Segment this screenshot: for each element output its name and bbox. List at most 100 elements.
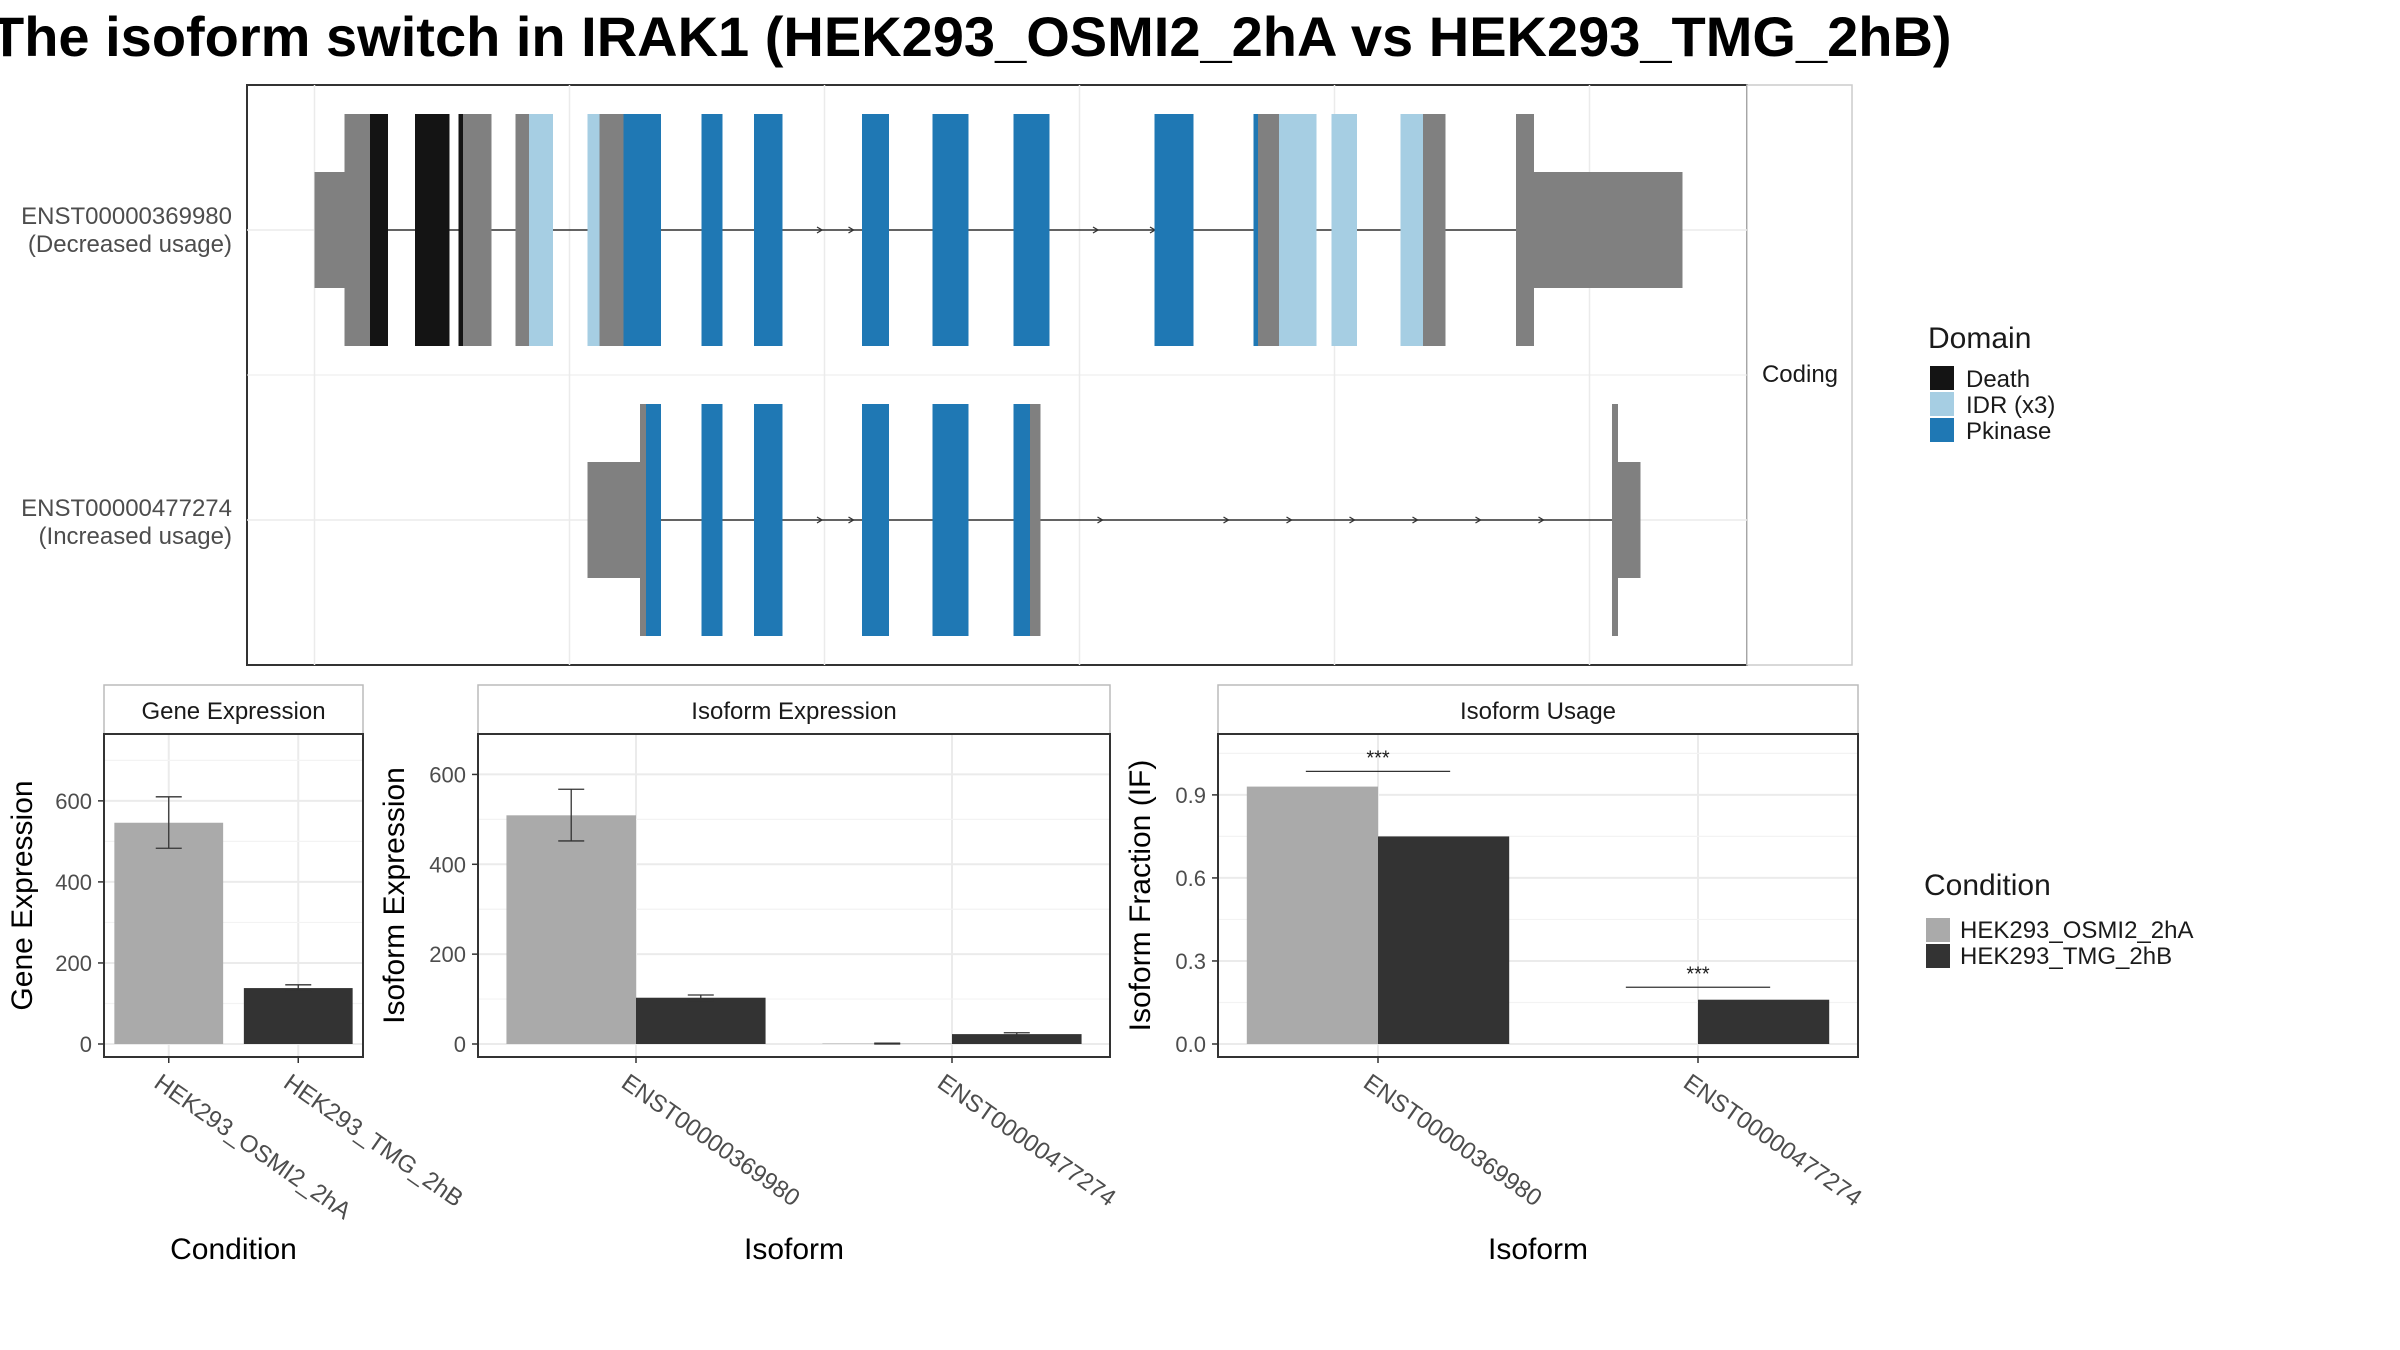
exon-other xyxy=(640,404,646,636)
bar-panel-1: Isoform Expression 0 200 400 600 ENST00000369… xyxy=(378,684,1121,1266)
exon-pkinase xyxy=(1253,114,1258,346)
y-tick-label: 0.3 xyxy=(1175,949,1206,974)
exon-utr xyxy=(1618,462,1641,578)
bar xyxy=(243,988,353,1044)
legend-key-death xyxy=(1930,366,1954,390)
y-tick-label: 400 xyxy=(55,870,92,895)
intron-direction-arrow xyxy=(1538,516,1545,524)
plot-border xyxy=(477,733,1111,1058)
exon-utr xyxy=(314,172,345,288)
legend-key-idr xyxy=(1930,392,1954,416)
transcript-2-id: ENST00000477274 xyxy=(21,495,232,522)
exon-pkinase xyxy=(701,404,723,636)
facet-strip xyxy=(1217,684,1859,735)
intron-direction-arrow xyxy=(1475,516,1482,524)
y-tick-label: 0.9 xyxy=(1175,783,1206,808)
y-axis-title: Isoform Fraction (IF) xyxy=(1124,760,1157,1032)
exon-other xyxy=(1423,114,1446,346)
condition-legend: Condition HEK293_OSMI2_2hA HEK293_TMG_2h… xyxy=(1924,869,2193,970)
exon-other xyxy=(1030,404,1041,636)
exon-death xyxy=(415,114,450,346)
exon-utr xyxy=(587,462,640,578)
intron-direction-arrow xyxy=(816,226,824,234)
exon-pkinase xyxy=(754,404,783,636)
exon-pkinase xyxy=(754,114,783,346)
exon-pkinase xyxy=(932,404,969,636)
y-tick-label: 0 xyxy=(80,1032,92,1057)
exon-other xyxy=(463,114,492,346)
exon-death xyxy=(370,114,388,346)
y-tick-label: 0.6 xyxy=(1175,866,1206,891)
intron-direction-arrow xyxy=(1349,516,1356,524)
y-tick-label: 0 xyxy=(454,1032,466,1057)
x-tick-label: ENST00000477274 xyxy=(1678,1069,1866,1212)
exon-pkinase xyxy=(1154,114,1194,346)
x-tick-label: ENST00000477274 xyxy=(932,1069,1120,1212)
plot-border xyxy=(103,733,364,1058)
bar xyxy=(506,815,636,1044)
figure-title: The isoform switch in IRAK1 (HEK293_OSMI… xyxy=(0,5,1952,68)
bar xyxy=(636,997,766,1044)
intron-direction-arrow xyxy=(848,516,855,524)
intron-direction-arrow xyxy=(816,516,824,524)
plot-border xyxy=(1217,733,1859,1058)
exon-pkinase xyxy=(1013,404,1030,636)
intron-direction-arrow xyxy=(1223,516,1230,524)
y-axis-title: Gene Expression xyxy=(6,780,39,1010)
facet-strip-title: Isoform Expression xyxy=(691,698,896,725)
facet-strip xyxy=(103,684,364,735)
intron-direction-arrow xyxy=(1092,226,1100,234)
transcript-1-id: ENST00000369980 xyxy=(21,203,232,230)
exon-idr xyxy=(587,114,600,346)
intron-direction-arrow xyxy=(1286,516,1293,524)
bar xyxy=(1378,836,1510,1044)
exon-other xyxy=(344,114,370,346)
exon-idr xyxy=(529,114,553,346)
legend-label-idr: IDR (x3) xyxy=(1966,392,2055,419)
transcript-structure-panel: Coding ENST00000369980 (Decreased usage)… xyxy=(21,84,1853,666)
intron-direction-arrow xyxy=(848,226,855,234)
y-tick-label: 400 xyxy=(429,852,466,877)
y-axis-title: Isoform Expression xyxy=(378,767,411,1024)
structure-facet-label: Coding xyxy=(1762,361,1838,388)
bar-panel-2: Isoform Usage *** *** 0.0 0.3 0.6 0.9 ENST00000… xyxy=(1124,684,1867,1266)
legend-key-cond-b xyxy=(1926,944,1950,968)
domain-legend: Domain Death IDR (x3) Pkinase xyxy=(1928,322,2055,445)
legend-key-pkinase xyxy=(1930,418,1954,442)
bar xyxy=(114,822,224,1044)
exon-idr xyxy=(1279,114,1317,346)
domain-legend-title: Domain xyxy=(1928,322,2031,355)
exon-other xyxy=(599,114,624,346)
exon-pkinase xyxy=(862,404,889,636)
legend-key-cond-a xyxy=(1926,918,1950,942)
y-tick-label: 200 xyxy=(55,951,92,976)
exon-other xyxy=(1612,404,1618,636)
exon-pkinase xyxy=(701,114,723,346)
legend-label-cond-a: HEK293_OSMI2_2hA xyxy=(1960,917,2193,944)
exon-other xyxy=(515,114,529,346)
x-axis-title: Condition xyxy=(170,1233,297,1266)
bar xyxy=(952,1034,1082,1044)
transcript-tracks xyxy=(314,114,1683,636)
significance-label: *** xyxy=(1366,747,1390,769)
legend-label-death: Death xyxy=(1966,366,2030,393)
y-tick-label: 600 xyxy=(55,789,92,814)
structure-facet-strip xyxy=(1746,84,1853,666)
exon-other xyxy=(1258,114,1279,346)
exon-idr xyxy=(1400,114,1423,346)
intron-direction-arrow xyxy=(1412,516,1419,524)
exon-pkinase xyxy=(623,114,661,346)
condition-legend-title: Condition xyxy=(1924,869,2051,902)
exon-idr xyxy=(1331,114,1357,346)
y-tick-label: 600 xyxy=(429,762,466,787)
y-tick-label: 0.0 xyxy=(1175,1032,1206,1057)
significance-label: *** xyxy=(1686,963,1710,985)
exon-other xyxy=(1516,114,1534,346)
intron-direction-arrow xyxy=(1097,516,1104,524)
legend-label-cond-b: HEK293_TMG_2hB xyxy=(1960,943,2172,970)
exon-pkinase xyxy=(862,114,889,346)
exon-pkinase xyxy=(1013,114,1050,346)
bar-chart-panels: Gene Expression0200400600HEK293_OSMI2_2h… xyxy=(6,684,1867,1266)
facet-strip-title: Gene Expression xyxy=(141,698,325,725)
